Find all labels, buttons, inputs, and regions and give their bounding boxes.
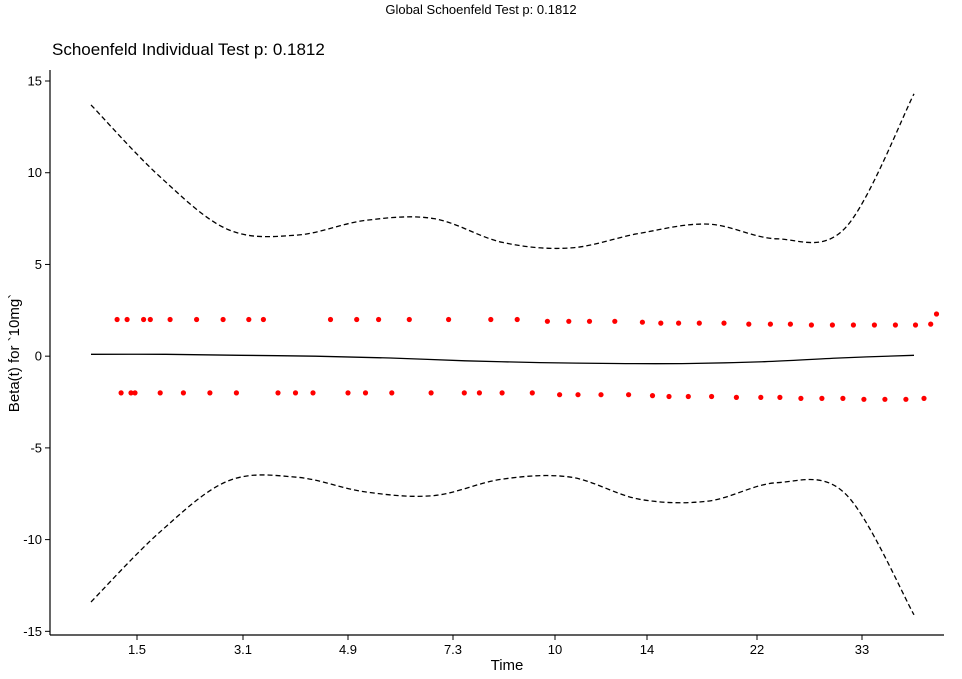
- residual-point: [310, 390, 316, 396]
- residual-point: [141, 316, 147, 323]
- residual-point: [787, 321, 794, 327]
- x-tick-label: 33: [855, 642, 869, 657]
- y-tick-label: 0: [35, 349, 42, 364]
- suptitle: Global Schoenfeld Test p: 0.1812: [385, 2, 577, 17]
- smooth-fit-line: [90, 353, 915, 365]
- residual-point: [207, 390, 213, 396]
- residual-point: [598, 392, 604, 398]
- x-tick-label: 14: [640, 642, 654, 657]
- residual-point: [114, 316, 120, 323]
- residual-point: [933, 311, 940, 317]
- residual-point: [639, 319, 646, 325]
- residual-point: [461, 390, 467, 396]
- residual-point: [566, 318, 572, 324]
- x-tick-label: 10: [548, 642, 562, 657]
- residual-point: [194, 316, 200, 323]
- residual-point: [861, 396, 867, 402]
- x-axis-label: Time: [491, 657, 524, 674]
- residual-point: [529, 390, 535, 396]
- x-tick-label: 22: [750, 642, 764, 657]
- residual-point: [354, 316, 360, 323]
- residual-point: [544, 318, 551, 324]
- residual-point: [575, 392, 581, 398]
- residual-point: [912, 322, 919, 328]
- residual-point: [389, 390, 395, 396]
- residual-point: [157, 390, 163, 396]
- residual-point: [233, 390, 239, 396]
- residual-point: [167, 316, 173, 323]
- residual-point: [666, 393, 672, 400]
- residual-point: [758, 394, 764, 400]
- residual-point: [777, 394, 783, 400]
- x-tick-label: 1.5: [128, 642, 146, 657]
- residual-point: [376, 316, 382, 323]
- residual-point: [819, 395, 825, 401]
- residual-point: [626, 392, 632, 398]
- residual-point: [446, 316, 452, 323]
- residual-point: [292, 390, 299, 396]
- residual-point: [921, 395, 927, 401]
- residual-point: [488, 316, 494, 323]
- residual-point: [586, 318, 593, 324]
- residual-point: [118, 390, 124, 396]
- residual-point: [840, 395, 846, 401]
- y-axis-label: Beta(t) for `10mg`: [6, 294, 23, 412]
- residual-point: [132, 390, 138, 396]
- residual-point: [658, 320, 664, 326]
- y-tick-label: 15: [28, 74, 42, 89]
- y-tick-label: 10: [28, 165, 42, 180]
- residual-point: [612, 318, 618, 324]
- residual-point: [362, 390, 369, 396]
- residual-point: [746, 321, 752, 327]
- residual-point: [871, 322, 878, 328]
- residual-point: [676, 320, 682, 326]
- residual-point: [808, 322, 815, 328]
- y-tick-label: -10: [23, 532, 42, 547]
- residual-point: [709, 393, 715, 400]
- residual-point: [428, 390, 434, 396]
- residual-point: [882, 396, 888, 402]
- residual-point: [850, 322, 857, 328]
- axes-layer: -15 -10 -5 0 5 10 15 1.5 3.1 4.9 7.3 10 14 22 33 Time Be…: [6, 70, 944, 674]
- residual-point: [829, 322, 836, 328]
- residual-point: [767, 321, 774, 327]
- residual-point: [649, 393, 656, 399]
- residual-point: [903, 396, 909, 402]
- residual-point: [696, 320, 702, 326]
- residual-point: [928, 321, 934, 327]
- residual-point: [345, 390, 351, 396]
- residual-point: [733, 394, 740, 400]
- x-tick-label: 3.1: [234, 642, 252, 657]
- chart-title: Schoenfeld Individual Test p: 0.1812: [52, 40, 325, 59]
- residual-point: [246, 316, 252, 323]
- residual-point: [124, 316, 130, 323]
- residual-point: [406, 316, 412, 323]
- smooth-fit-layer: [90, 353, 915, 365]
- residual-point: [275, 390, 281, 396]
- residual-point: [892, 322, 899, 328]
- residual-point: [260, 316, 266, 323]
- x-tick-label: 4.9: [339, 642, 357, 657]
- residual-point: [499, 390, 505, 396]
- residual-point: [220, 316, 226, 323]
- y-tick-label: -15: [23, 624, 42, 639]
- confidence-band-layer: [90, 93, 915, 616]
- residual-point: [721, 320, 727, 326]
- residual-point: [147, 316, 153, 323]
- residual-point: [476, 390, 482, 396]
- residual-point: [798, 395, 804, 401]
- residual-point: [514, 316, 520, 323]
- residual-point: [180, 390, 186, 396]
- residual-point: [557, 392, 563, 398]
- y-tick-label: 5: [35, 257, 42, 272]
- x-tick-label: 7.3: [444, 642, 462, 657]
- lower-confidence-band: [90, 474, 915, 616]
- residual-point: [685, 393, 691, 400]
- upper-confidence-band: [90, 93, 915, 250]
- y-tick-label: -5: [30, 440, 42, 455]
- residual-point: [327, 316, 334, 323]
- residual-point: [128, 390, 134, 396]
- residual-points-layer: [114, 311, 940, 402]
